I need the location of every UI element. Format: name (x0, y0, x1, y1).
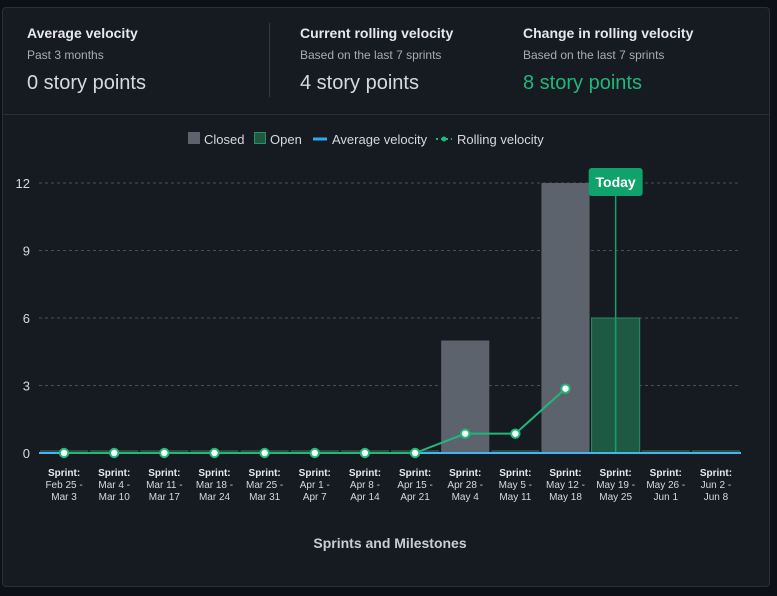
today-label: Today (596, 174, 636, 190)
stat-value: 4 story points (300, 72, 419, 94)
x-tick-label: Apr 21 (400, 492, 430, 503)
legend-open-swatch (254, 132, 266, 144)
x-tick-label: Sprint: (249, 468, 281, 479)
rolling-velocity-point (209, 447, 220, 459)
legend-rolling-dot (441, 136, 447, 142)
x-tick-label: Mar 3 (51, 492, 77, 503)
x-tick-label: Sprint: (48, 468, 80, 479)
x-tick-label: Mar 10 (99, 492, 131, 503)
x-tick-label: Jun 1 (654, 492, 679, 503)
x-tick-label: May 18 (549, 492, 582, 503)
legend-rolling-label: Rolling velocity (457, 132, 544, 147)
y-tick-label: 3 (23, 379, 30, 394)
x-tick-label: Mar 11 - (146, 480, 183, 491)
x-tick-label: May 4 (452, 492, 480, 503)
rolling-velocity-point (259, 447, 270, 459)
x-tick-label: May 19 - (596, 480, 635, 491)
x-tick-label: May 11 (499, 492, 531, 503)
x-tick-label: Sprint: (650, 468, 682, 479)
x-tick-label: Sprint: (349, 468, 381, 479)
x-tick-label: Sprint: (98, 468, 130, 479)
x-tick-label: May 5 - (499, 480, 532, 491)
y-tick-label: 0 (23, 446, 30, 461)
x-tick-label: Apr 28 - (447, 480, 483, 491)
x-axis-title: Sprints and Milestones (313, 535, 466, 551)
stat-value: 8 story points (523, 72, 642, 94)
bar-closed-zero (691, 450, 740, 453)
x-tick-label: Mar 31 (249, 492, 281, 503)
stat-subtitle: Based on the last 7 sprints (300, 48, 442, 62)
y-tick-label: 9 (23, 244, 30, 259)
stat-value: 0 story points (27, 72, 146, 94)
legend-open-label: Open (270, 132, 302, 147)
today-badge (588, 168, 643, 196)
x-tick-label: Sprint: (700, 468, 732, 479)
rolling-velocity-point (409, 447, 421, 459)
rolling-velocity-point (560, 383, 571, 394)
rolling-velocity-point (359, 447, 371, 459)
rolling-velocity-point (109, 447, 120, 459)
bar-closed-zero (641, 450, 690, 453)
stat-title: Average velocity (27, 25, 138, 41)
x-tick-label: Apr 15 - (397, 480, 433, 491)
x-tick-label: Mar 24 (199, 492, 231, 503)
x-tick-label: Apr 14 (350, 492, 380, 503)
x-tick-label: Sprint: (198, 468, 230, 479)
stat-title: Current rolling velocity (300, 25, 454, 41)
y-tick-label: 6 (23, 311, 30, 326)
rolling-velocity-point (510, 428, 521, 439)
x-tick-label: Sprint: (148, 468, 180, 479)
x-tick-label: Sprint: (399, 468, 431, 479)
legend-closed-swatch (188, 132, 200, 144)
velocity-panel: Average velocity Past 3 months 0 story p… (2, 7, 770, 587)
x-tick-label: May 12 - (546, 480, 585, 491)
x-tick-label: Jun 2 - (701, 480, 732, 491)
x-tick-label: Feb 25 - (45, 480, 82, 491)
stat-subtitle: Past 3 months (27, 48, 104, 62)
x-tick-label: Apr 7 (303, 492, 327, 503)
x-tick-label: Sprint: (600, 468, 632, 479)
x-tick-label: Apr 1 - (300, 480, 330, 491)
rolling-velocity-point (159, 447, 170, 459)
x-tick-label: Mar 4 - (98, 480, 130, 491)
stat-subtitle: Based on the last 7 sprints (523, 48, 665, 62)
x-tick-label: Mar 25 - (246, 480, 283, 491)
legend-closed-label: Closed (204, 132, 244, 147)
x-tick-label: Mar 17 (149, 492, 181, 503)
x-tick-label: May 25 (599, 492, 632, 503)
rolling-velocity-line (64, 387, 567, 454)
rolling-velocity-point (460, 428, 471, 439)
x-tick-label: Sprint: (549, 468, 581, 479)
x-tick-label: Mar 18 - (196, 480, 233, 491)
bar-closed-zero (491, 450, 540, 453)
bar-closed (541, 183, 590, 453)
x-tick-label: Sprint: (499, 468, 531, 479)
rolling-velocity-point (58, 447, 70, 459)
x-tick-label: Sprint: (449, 468, 481, 479)
stat-title: Change in rolling velocity (523, 25, 694, 41)
legend-average-label: Average velocity (332, 132, 428, 147)
x-tick-label: May 26 - (646, 480, 685, 491)
stat-divider (269, 23, 270, 97)
x-tick-label: Apr 8 - (350, 480, 380, 491)
x-tick-label: Jun 8 (704, 492, 729, 503)
stats-header: Average velocity Past 3 months 0 story p… (3, 8, 769, 115)
x-tick-label: Sprint: (299, 468, 331, 479)
rolling-velocity-point (309, 447, 320, 459)
y-tick-label: 12 (16, 176, 30, 191)
